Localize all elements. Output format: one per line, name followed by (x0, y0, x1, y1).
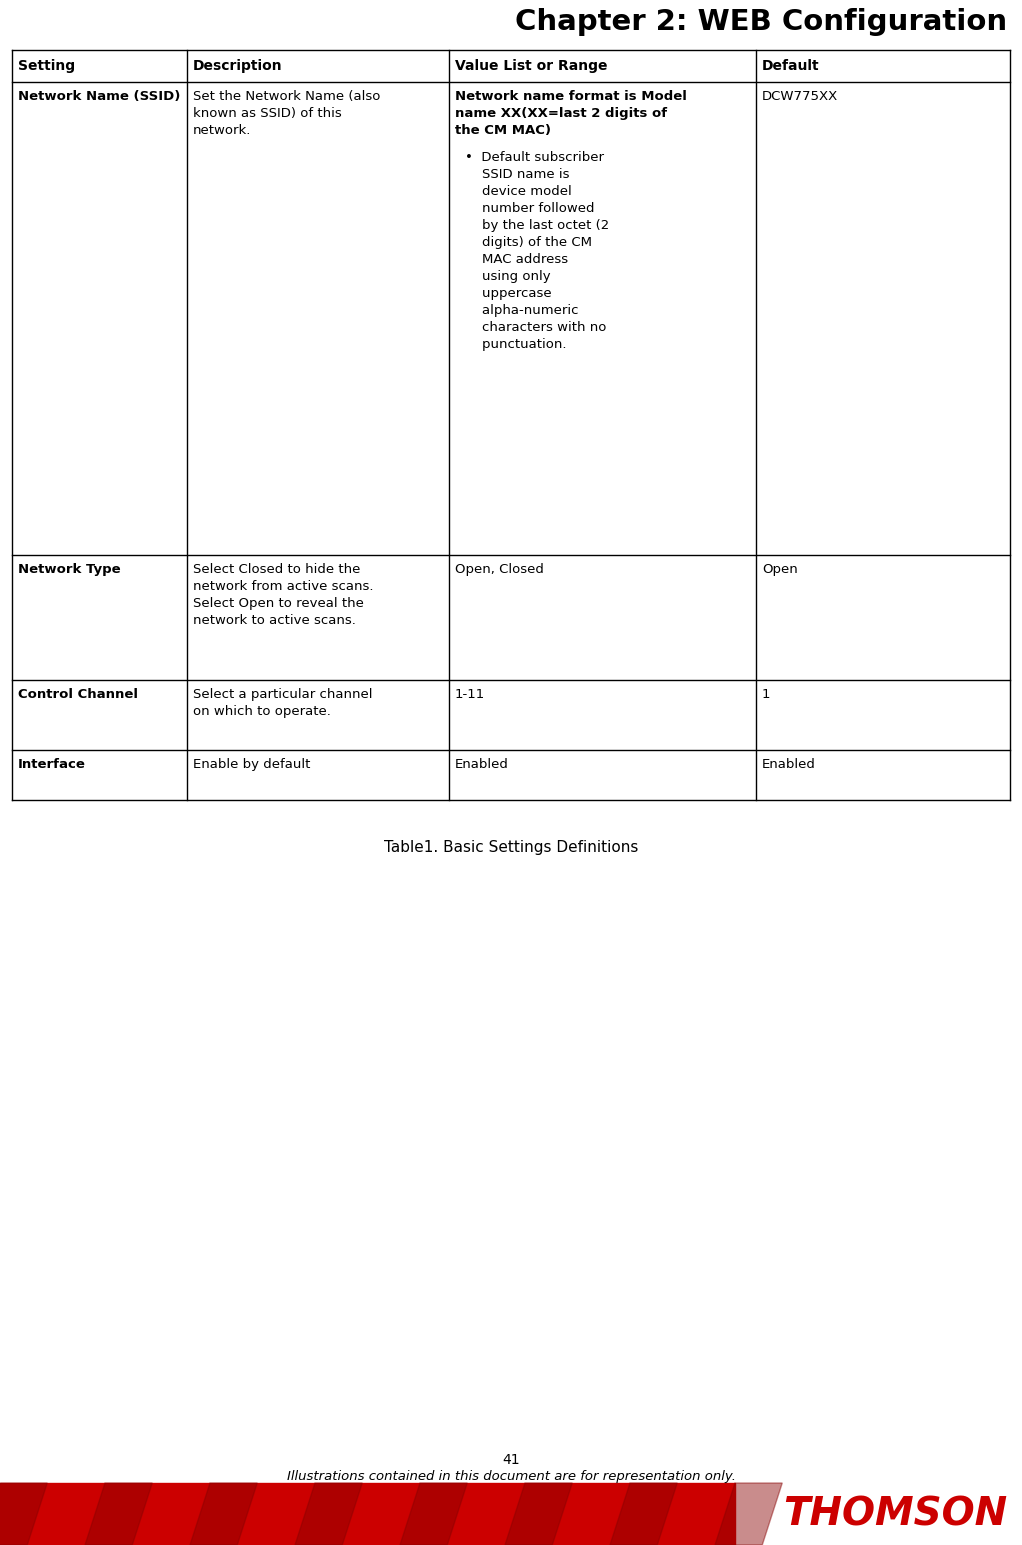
Text: Chapter 2: WEB Configuration: Chapter 2: WEB Configuration (515, 8, 1007, 36)
Text: Table1. Basic Settings Definitions: Table1. Basic Settings Definitions (384, 840, 638, 854)
Text: Enabled: Enabled (762, 759, 816, 771)
Text: DCW775XX: DCW775XX (762, 90, 838, 104)
Text: Enabled: Enabled (455, 759, 509, 771)
Text: Open, Closed: Open, Closed (455, 562, 544, 576)
Polygon shape (610, 1483, 678, 1545)
Text: Enable by default: Enable by default (193, 759, 311, 771)
Bar (0, 1483, 735, 1545)
Text: Control Channel: Control Channel (18, 688, 138, 701)
Polygon shape (85, 1483, 152, 1545)
Text: Value List or Range: Value List or Range (455, 59, 607, 73)
Text: Setting: Setting (18, 59, 76, 73)
Text: Network Name (SSID): Network Name (SSID) (18, 90, 180, 104)
Polygon shape (190, 1483, 258, 1545)
Polygon shape (505, 1483, 572, 1545)
Polygon shape (715, 1483, 782, 1545)
Text: 1: 1 (762, 688, 771, 701)
Text: Open: Open (762, 562, 798, 576)
Text: Select Closed to hide the
network from active scans.
Select Open to reveal the
n: Select Closed to hide the network from a… (193, 562, 373, 627)
Text: Illustrations contained in this document are for representation only.: Illustrations contained in this document… (286, 1469, 736, 1483)
Text: Interface: Interface (18, 759, 86, 771)
Text: Description: Description (193, 59, 283, 73)
Polygon shape (0, 1483, 47, 1545)
Text: THOMSON: THOMSON (783, 1496, 1007, 1533)
Text: Network Type: Network Type (18, 562, 121, 576)
Polygon shape (295, 1483, 362, 1545)
Text: Set the Network Name (also
known as SSID) of this
network.: Set the Network Name (also known as SSID… (193, 90, 380, 138)
Text: Network name format is Model
name XX(XX=last 2 digits of
the CM MAC): Network name format is Model name XX(XX=… (455, 90, 687, 138)
Text: 41: 41 (502, 1452, 520, 1468)
Text: Default: Default (762, 59, 820, 73)
Text: •  Default subscriber
    SSID name is
    device model
    number followed
    : • Default subscriber SSID name is device… (465, 151, 609, 351)
Text: Select a particular channel
on which to operate.: Select a particular channel on which to … (193, 688, 372, 718)
Text: 1-11: 1-11 (455, 688, 485, 701)
Polygon shape (400, 1483, 467, 1545)
